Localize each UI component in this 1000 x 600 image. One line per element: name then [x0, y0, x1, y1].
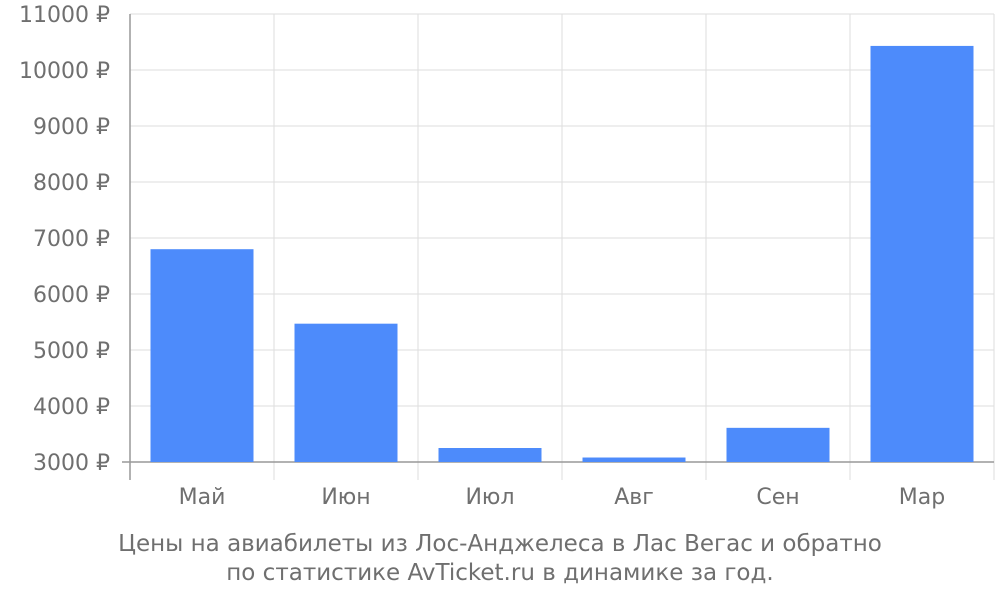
chart-caption: Цены на авиабилеты из Лос-Анджелеса в Ла…: [0, 530, 1000, 588]
x-tick-label: Июл: [465, 485, 514, 510]
y-tick-label: 4000 ₽: [33, 395, 110, 420]
x-tick-label: Сен: [756, 485, 799, 510]
caption-line-1: Цены на авиабилеты из Лос-Анджелеса в Ла…: [118, 531, 882, 557]
x-tick-label: Авг: [614, 485, 654, 510]
x-tick-label: Май: [179, 485, 226, 510]
y-tick-label: 8000 ₽: [33, 171, 110, 196]
bar-6: [870, 45, 974, 463]
x-tick-label: Мар: [899, 485, 945, 510]
bar-5: [726, 427, 830, 462]
y-tick-label: 10000 ₽: [19, 59, 110, 84]
bar-3: [438, 448, 542, 462]
y-tick-label: 9000 ₽: [33, 115, 110, 140]
bar-4: [582, 457, 686, 462]
bar-2: [294, 323, 398, 462]
caption-line-2: по статистике AvTicket.ru в динамике за …: [226, 560, 774, 586]
y-tick-label: 11000 ₽: [19, 3, 110, 28]
y-tick-label: 7000 ₽: [33, 227, 110, 252]
y-tick-label: 6000 ₽: [33, 283, 110, 308]
bar-1: [150, 249, 254, 462]
y-tick-label: 5000 ₽: [33, 339, 110, 364]
y-tick-label: 3000 ₽: [33, 451, 110, 476]
bar-chart: 3000 ₽ 4000 ₽ 5000 ₽ 6000 ₽ 7000 ₽ 8000 ₽ 9000…: [19, 3, 995, 510]
x-tick-label: Июн: [321, 485, 370, 510]
